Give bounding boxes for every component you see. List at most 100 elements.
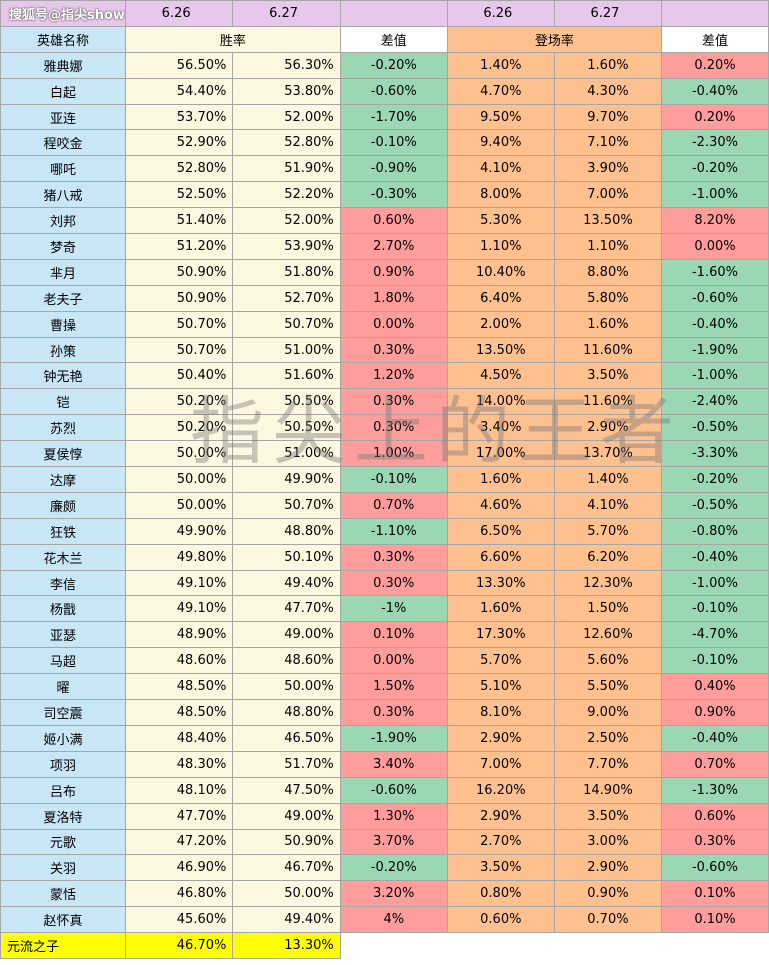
win-rate-626-cell: 49.10% [124,569,234,597]
date-winrate-2: 6.27 [232,0,341,27]
pick-rate-626-cell: 7.00% [446,750,555,778]
table-row: 赵怀真 45.60% 49.40% 4% 0.60% 0.70% 0.10% [0,906,769,934]
pick-rate-627-cell: 9.70% [553,103,662,131]
pick-rate-627-cell: 0.70% [553,906,662,934]
footer-hero-name: 元流之子 [0,932,126,959]
hero-name-cell: 亚瑟 [0,621,126,649]
pick-rate-627-cell: 1.60% [553,310,662,338]
win-rate-diff-cell: -0.60% [339,776,448,804]
pick-rate-diff-cell: -0.50% [660,491,769,519]
win-rate-627-cell: 52.20% [232,181,341,209]
hero-name-cell: 芈月 [0,258,126,286]
date-pickrate-2: 6.27 [553,0,662,27]
win-rate-diff-cell: 0.70% [339,491,448,519]
win-rate-626-cell: 47.70% [124,802,234,830]
pick-rate-diff-cell: -0.20% [660,466,769,493]
footer-blank-cell [340,932,448,959]
header-win-rate: 胜率 [124,25,341,53]
hero-name-cell: 白起 [0,77,126,105]
hero-name-cell: 李信 [0,569,126,597]
table-row: 花木兰 49.80% 50.10% 0.30% 6.60% 6.20% -0.40% [0,543,769,571]
pick-rate-626-cell: 1.40% [446,51,555,79]
win-rate-626-cell: 46.80% [124,880,234,908]
hero-name-cell: 杨戬 [0,595,126,623]
win-rate-diff-cell: 0.30% [339,699,448,726]
hero-name-cell: 项羽 [0,750,126,778]
pick-rate-626-cell: 17.00% [446,440,555,468]
win-rate-diff-cell: 0.30% [339,336,448,364]
pick-rate-626-cell: 0.60% [446,906,555,934]
pick-rate-626-cell: 10.40% [446,258,555,286]
win-rate-626-cell: 50.70% [124,310,234,338]
win-rate-diff-cell: 0.00% [339,310,448,338]
win-rate-627-cell: 48.60% [232,647,341,675]
pick-rate-diff-cell: -0.50% [660,414,769,442]
pick-rate-diff-cell: -1.00% [660,362,769,390]
win-rate-627-cell: 47.70% [232,595,341,623]
pick-rate-diff-cell: 8.20% [660,207,769,235]
hero-name-cell: 亚连 [0,103,126,131]
pick-rate-diff-cell: -0.10% [660,595,769,623]
pick-rate-diff-cell: -2.40% [660,388,769,416]
win-rate-diff-cell: 0.30% [339,388,448,416]
win-rate-627-cell: 49.00% [232,802,341,830]
win-rate-627-cell: 51.80% [232,258,341,286]
table-row: 曹操 50.70% 50.70% 0.00% 2.00% 1.60% -0.40% [0,310,769,338]
date-row: 搜狐号@指尖show 6.26 6.27 6.26 6.27 [0,0,769,27]
pick-rate-627-cell: 1.40% [553,466,662,493]
win-rate-626-cell: 47.20% [124,828,234,856]
win-rate-diff-cell: 0.60% [339,207,448,235]
footer-pick-rate: 13.30% [232,932,341,959]
win-rate-626-cell: 51.20% [124,233,234,260]
pick-rate-627-cell: 11.60% [553,388,662,416]
win-rate-diff-cell: -1.90% [339,724,448,752]
pick-rate-626-cell: 6.50% [446,517,555,545]
pick-rate-627-cell: 1.10% [553,233,662,260]
hero-name-cell: 曜 [0,673,126,701]
hero-name-cell: 元歌 [0,828,126,856]
table-row: 亚连 53.70% 52.00% -1.70% 9.50% 9.70% 0.20% [0,103,769,131]
hero-name-cell: 花木兰 [0,543,126,571]
win-rate-627-cell: 49.90% [232,466,341,493]
source-watermark: 搜狐号@指尖show [0,0,126,27]
hero-name-cell: 狂铁 [0,517,126,545]
win-rate-627-cell: 52.70% [232,284,341,312]
win-rate-626-cell: 48.60% [124,647,234,675]
win-rate-626-cell: 53.70% [124,103,234,131]
win-rate-627-cell: 51.90% [232,155,341,183]
header-row: 英雄名称 胜率 差值 登场率 差值 [0,25,769,53]
win-rate-diff-cell: 3.20% [339,880,448,908]
win-rate-diff-cell: -1% [339,595,448,623]
hero-name-cell: 夏侯惇 [0,440,126,468]
table-row: 项羽 48.30% 51.70% 3.40% 7.00% 7.70% 0.70% [0,750,769,778]
table-row: 刘邦 51.40% 52.00% 0.60% 5.30% 13.50% 8.20% [0,207,769,235]
win-rate-626-cell: 48.30% [124,750,234,778]
hero-name-cell: 赵怀真 [0,906,126,934]
win-rate-diff-cell: -1.10% [339,517,448,545]
table-row: 达摩 50.00% 49.90% -0.10% 1.60% 1.40% -0.20% [0,466,769,493]
table-row: 哪吒 52.80% 51.90% -0.90% 4.10% 3.90% -0.20% [0,155,769,183]
pick-rate-626-cell: 6.60% [446,543,555,571]
pick-rate-diff-cell: 0.20% [660,51,769,79]
hero-name-cell: 刘邦 [0,207,126,235]
win-rate-626-cell: 48.90% [124,621,234,649]
pick-rate-627-cell: 6.20% [553,543,662,571]
table-row: 芈月 50.90% 51.80% 0.90% 10.40% 8.80% -1.60% [0,258,769,286]
pick-rate-627-cell: 12.60% [553,621,662,649]
pick-rate-diff-cell: -1.30% [660,776,769,804]
table-row: 姬小满 48.40% 46.50% -1.90% 2.90% 2.50% -0.40% [0,724,769,752]
pick-rate-627-cell: 2.50% [553,724,662,752]
pick-rate-627-cell: 13.70% [553,440,662,468]
win-rate-diff-cell: 1.30% [339,802,448,830]
pick-rate-627-cell: 14.90% [553,776,662,804]
pick-rate-627-cell: 3.90% [553,155,662,183]
win-rate-diff-cell: -0.20% [339,51,448,79]
win-rate-627-cell: 50.70% [232,491,341,519]
pick-rate-626-cell: 5.70% [446,647,555,675]
pick-rate-626-cell: 8.10% [446,699,555,726]
footer-blank-cell [447,932,555,959]
pick-rate-diff-cell: -4.70% [660,621,769,649]
pick-rate-626-cell: 2.90% [446,724,555,752]
win-rate-626-cell: 50.00% [124,466,234,493]
win-rate-626-cell: 50.40% [124,362,234,390]
